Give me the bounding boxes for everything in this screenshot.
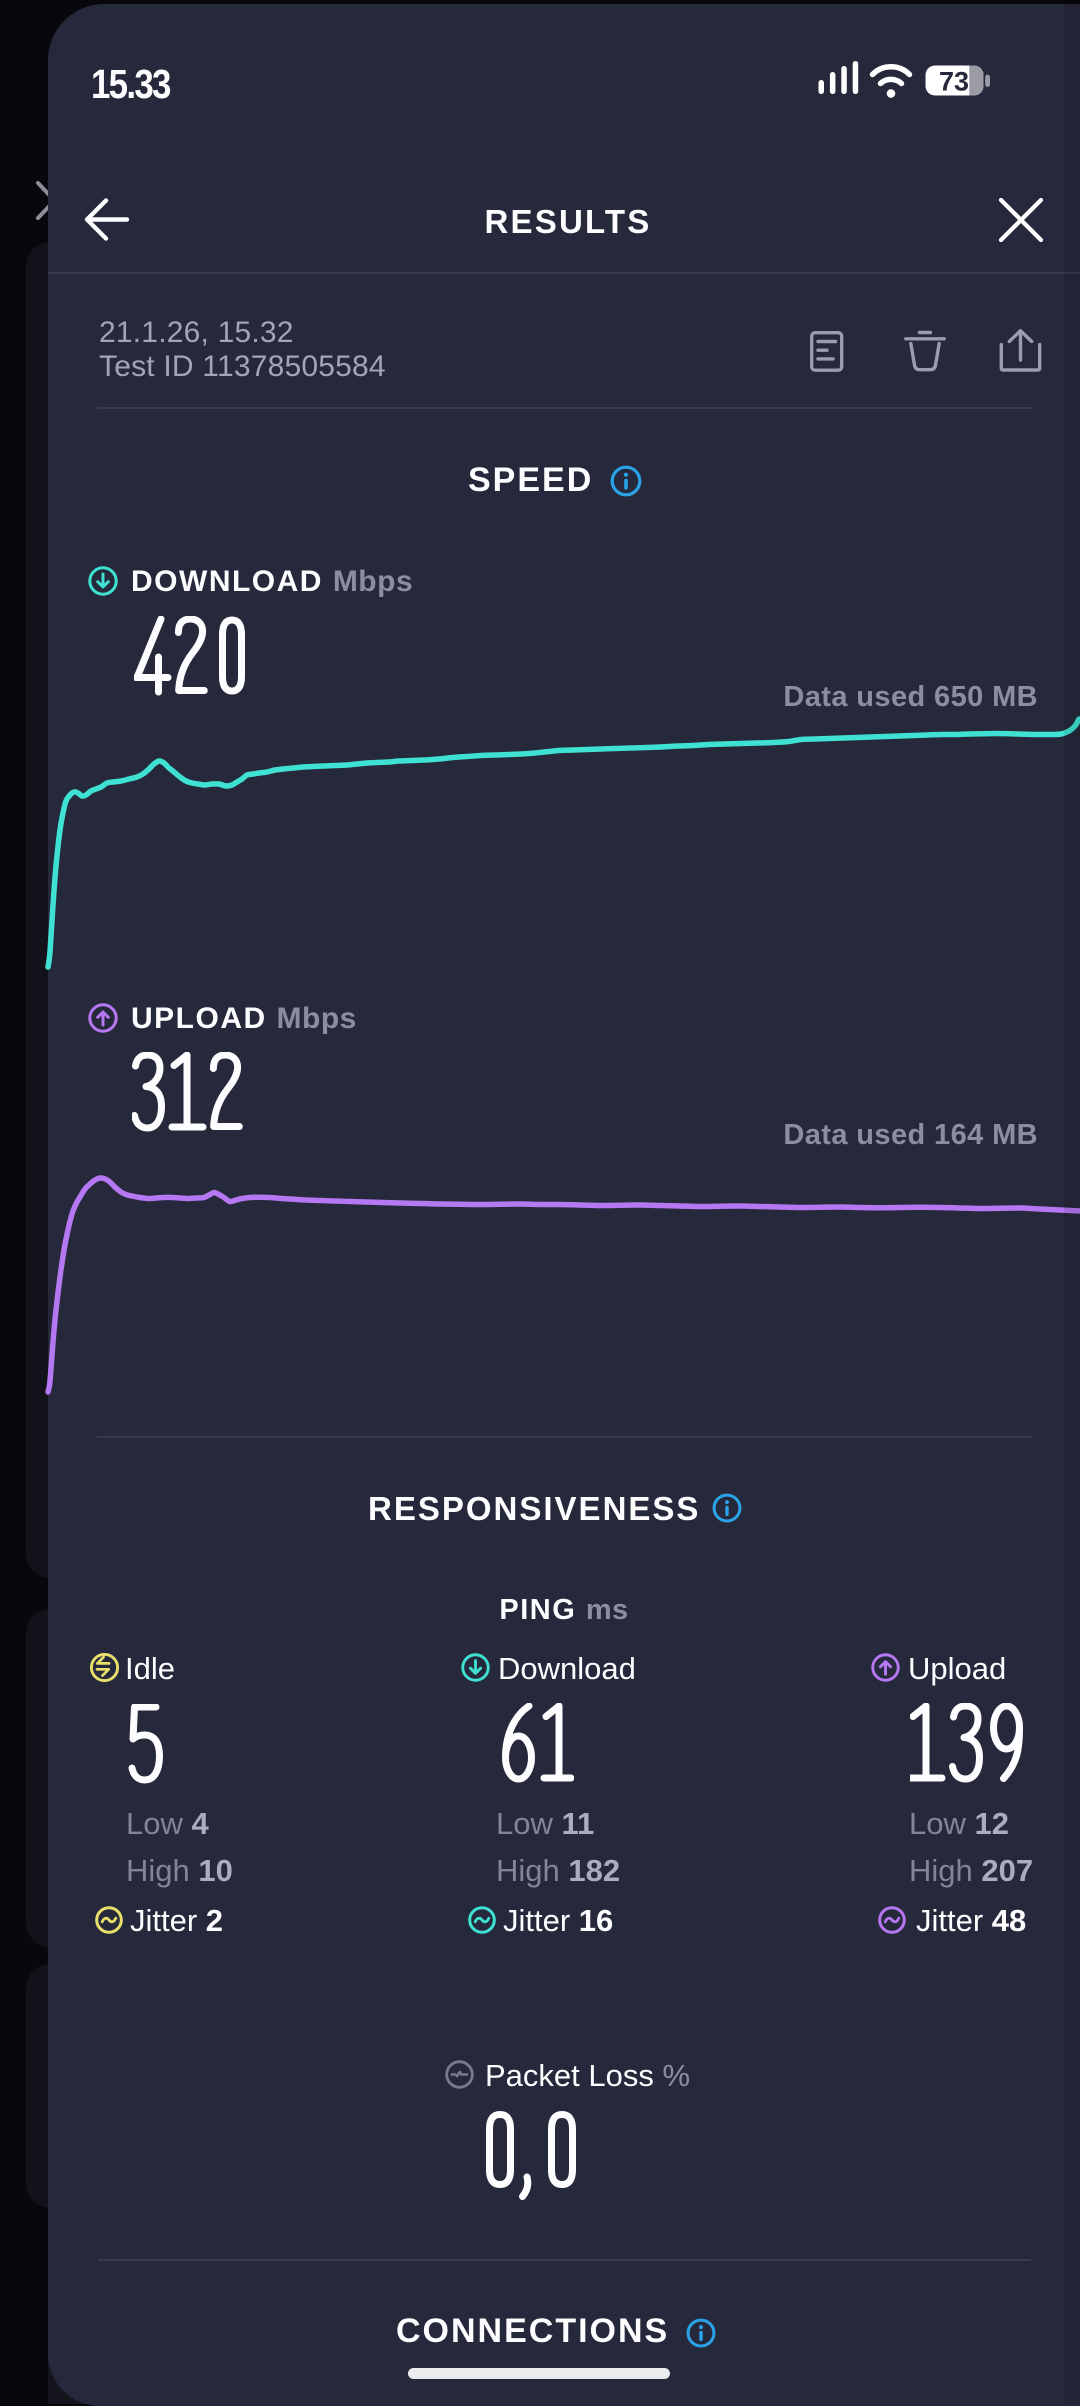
svg-text:73: 73	[939, 67, 969, 97]
